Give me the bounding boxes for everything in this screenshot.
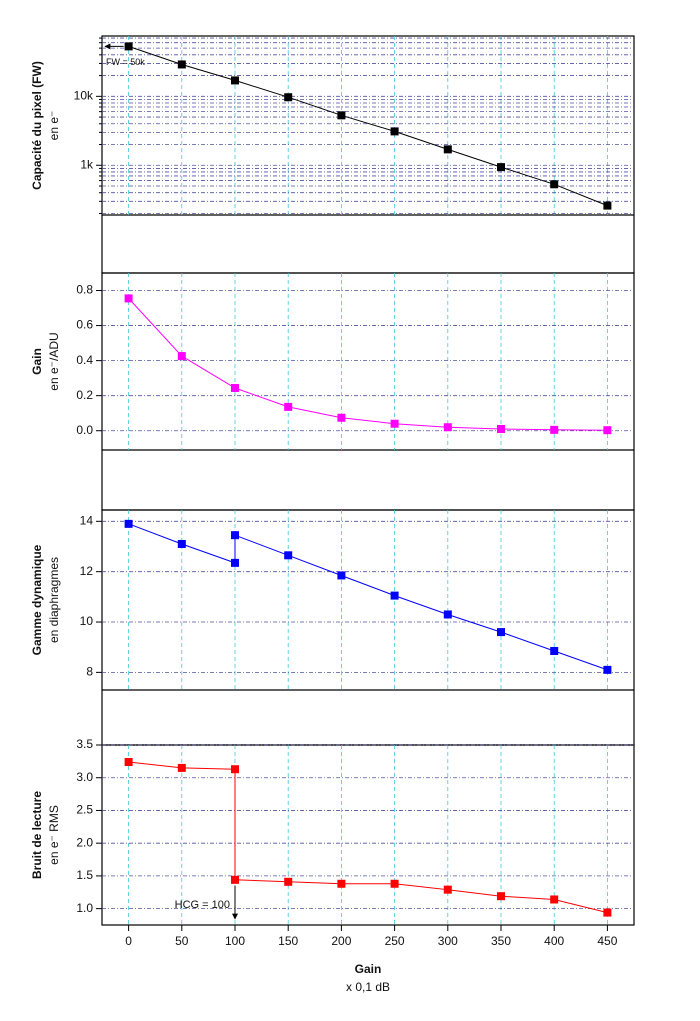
data-point [337,111,346,120]
y-tick-label: 3.5 [76,737,93,751]
data-point [284,93,293,102]
data-point [177,352,186,361]
y-tick-label: 0.6 [76,318,93,332]
y-axis-title: Capacité du pixel (FW) [30,61,44,190]
x-axis-unit: x 0,1 dB [346,980,390,994]
y-tick-label: 0.2 [76,388,93,402]
x-axis-title: Gain [355,962,382,976]
y-tick-label: 1k [80,157,94,171]
series-line [128,761,608,914]
data-point [231,765,239,774]
data-point [550,180,559,189]
annotation: HCG = 100 [175,899,230,911]
y-axis-unit: en diaphragmes [47,557,61,643]
x-tick-label: 200 [331,934,351,948]
data-point [284,402,293,411]
data-point [497,628,505,637]
x-tick-label: 300 [438,934,458,948]
y-tick-label: 12 [80,564,94,578]
y-tick-label: 2.5 [76,803,93,817]
data-point [603,201,612,210]
x-tick-label: 50 [175,934,189,948]
y-tick-label: 14 [80,514,94,528]
y-axis-title: Gamme dynamique [30,544,44,655]
data-point [177,60,186,69]
y-tick-label: 0.8 [76,283,93,297]
x-tick-label: 100 [225,934,245,948]
series-line [128,298,608,431]
data-point [231,531,239,540]
data-point [390,127,399,136]
y-tick-label: 0.0 [76,423,93,437]
y-tick-label: 1.5 [76,868,93,882]
data-point [550,646,559,655]
data-point [337,879,346,888]
y-tick-label: 10k [74,89,94,103]
x-tick-label: 0 [125,934,132,948]
series-line [128,523,608,671]
data-point [124,758,133,767]
y-tick-label: 10 [80,614,94,628]
data-point [124,519,133,528]
data-point [550,895,559,904]
y-tick-label: 3.0 [76,770,93,784]
y-axis-unit: en e⁻ RMS [47,805,61,865]
y-axis-unit: en e⁻/ADU [47,332,61,390]
data-point [124,42,133,51]
x-tick-label: 250 [385,934,405,948]
data-point [443,423,452,432]
data-point [390,591,399,600]
y-tick-label: 8 [86,665,93,679]
series-line [128,45,608,207]
data-point [550,425,559,434]
y-tick-label: 1.0 [76,901,93,915]
data-point [231,558,239,567]
data-point [443,885,452,894]
data-point [390,879,399,888]
x-tick-label: 450 [597,934,617,948]
data-point [284,877,293,886]
data-point [497,163,505,172]
x-tick-label: 150 [278,934,298,948]
data-point [177,539,186,548]
data-point [124,294,133,303]
y-axis-title: Bruit de lecture [30,791,44,879]
data-point [443,145,452,154]
data-point [390,419,399,428]
x-tick-label: 400 [544,934,564,948]
data-point [443,610,452,619]
data-point [231,76,239,85]
y-axis-unit: en e⁻ [47,111,61,141]
data-point [603,426,612,435]
data-point [497,424,505,433]
panel-frame [101,744,635,926]
data-point [231,875,239,884]
y-tick-label: 2.0 [76,835,93,849]
data-point [337,571,346,580]
data-point [497,892,505,901]
data-point [603,665,612,674]
annotation: FW = 50k [106,57,145,67]
data-point [337,413,346,422]
data-point [231,383,239,392]
data-point [284,551,293,560]
data-point [603,908,612,917]
y-tick-label: 0.4 [76,353,93,367]
x-tick-label: 350 [491,934,511,948]
data-point [177,763,186,772]
y-axis-title: Gain [30,348,44,375]
